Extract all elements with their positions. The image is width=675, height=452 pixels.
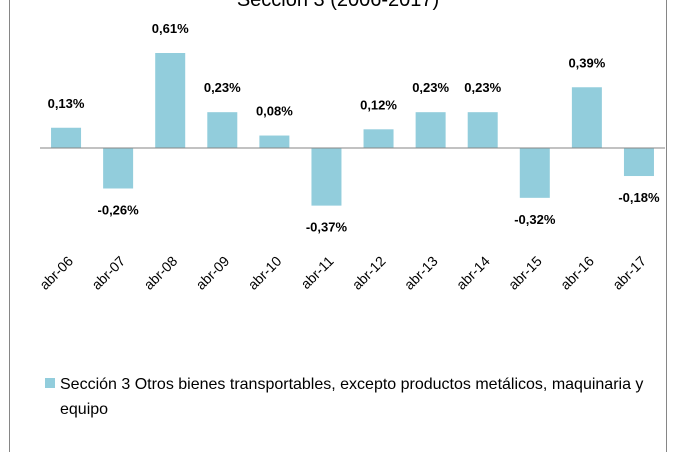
data-label: 0,08% [256,104,293,119]
x-tick-label: abr-10 [245,253,285,293]
bar [415,112,446,148]
legend-swatch [45,378,55,388]
data-label: 0,61% [152,21,189,36]
bar [51,127,82,148]
data-label: 0,23% [412,80,449,95]
data-label: -0,26% [98,202,140,217]
data-label: -0,37% [306,220,348,235]
frame [9,0,667,452]
x-tick-label: abr-17 [609,253,649,293]
bar [363,129,394,148]
data-label: 0,13% [48,96,85,111]
bar [571,87,602,148]
data-label: 0,23% [464,80,501,95]
data-label: 0,12% [360,97,397,112]
legend-label: Sección 3 Otros bienes transportables, e… [60,376,644,418]
bar [103,148,134,189]
bar [259,135,290,148]
x-tick-label: abr-12 [349,253,389,293]
bar [155,53,186,148]
bar [519,148,550,198]
data-label: 0,23% [204,80,241,95]
data-label: 0,39% [568,55,605,70]
chart-title: Sección 3 (2006-2017) [237,0,439,11]
x-tick-label: abr-07 [88,253,128,293]
x-tick-label: abr-14 [453,253,493,293]
bar [207,112,238,148]
bar [467,112,498,148]
x-tick-label: abr-11 [297,253,336,292]
x-tick-label: abr-09 [192,253,232,293]
bar [311,148,342,206]
data-label: -0,18% [618,190,660,205]
x-tick-label: abr-06 [36,253,76,293]
x-tick-label: abr-16 [557,253,597,293]
x-tick-label: abr-15 [505,253,545,293]
x-tick-label: abr-08 [140,253,180,293]
bar [623,148,654,177]
x-tick-label: abr-13 [401,253,441,293]
data-label: -0,32% [514,212,556,227]
